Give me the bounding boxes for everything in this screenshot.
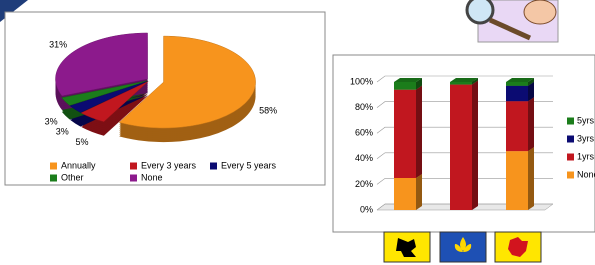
bar	[506, 82, 528, 86]
legend-swatch	[210, 163, 217, 170]
legend-label: 1yrs	[577, 151, 595, 161]
legend-swatch	[567, 136, 574, 143]
legend-label: 3yrs	[577, 133, 595, 143]
magnifier-image	[467, 0, 558, 42]
y-tick-label: 60%	[355, 128, 373, 138]
bar	[394, 90, 416, 178]
data-label: 5%	[75, 137, 88, 147]
legend-swatch	[130, 163, 137, 170]
legend-label: Every 5 years	[221, 160, 277, 170]
bar-side	[528, 97, 534, 151]
legend-swatch	[567, 154, 574, 161]
slide: 58% 5% 3%3% 31% Annually Every 3 years Every 5…	[0, 0, 595, 265]
legend-label: Other	[61, 172, 84, 182]
legend-label: Every 3 years	[141, 160, 197, 170]
legend-swatch	[50, 163, 57, 170]
y-tick-label: 20%	[355, 179, 373, 189]
y-tick-label: 40%	[355, 153, 373, 163]
y-tick-label: 80%	[355, 102, 373, 112]
legend-label: 5yrs	[577, 115, 595, 125]
bar	[450, 82, 472, 85]
data-label: 3%	[45, 116, 58, 126]
bar-side	[416, 174, 422, 210]
bar	[450, 85, 472, 210]
y-tick-label: 0%	[360, 204, 373, 214]
data-label: 3%	[56, 126, 69, 136]
bar-side	[472, 81, 478, 210]
bar	[506, 101, 528, 151]
legend-swatch	[50, 175, 57, 182]
data-label: 58%	[259, 105, 277, 115]
bar-side	[528, 147, 534, 210]
legend-swatch	[567, 118, 574, 125]
bar	[394, 178, 416, 210]
flag-images	[384, 232, 541, 262]
legend-label: None	[577, 169, 595, 179]
data-label: 31%	[49, 40, 67, 50]
bar	[394, 82, 416, 90]
bar-side	[416, 86, 422, 178]
legend-swatch	[567, 172, 574, 179]
legend-label: None	[141, 172, 163, 182]
bar	[506, 151, 528, 210]
legend-swatch	[130, 175, 137, 182]
legend-label: Annually	[61, 160, 96, 170]
y-tick-label: 100%	[350, 76, 373, 86]
bar	[506, 86, 528, 101]
